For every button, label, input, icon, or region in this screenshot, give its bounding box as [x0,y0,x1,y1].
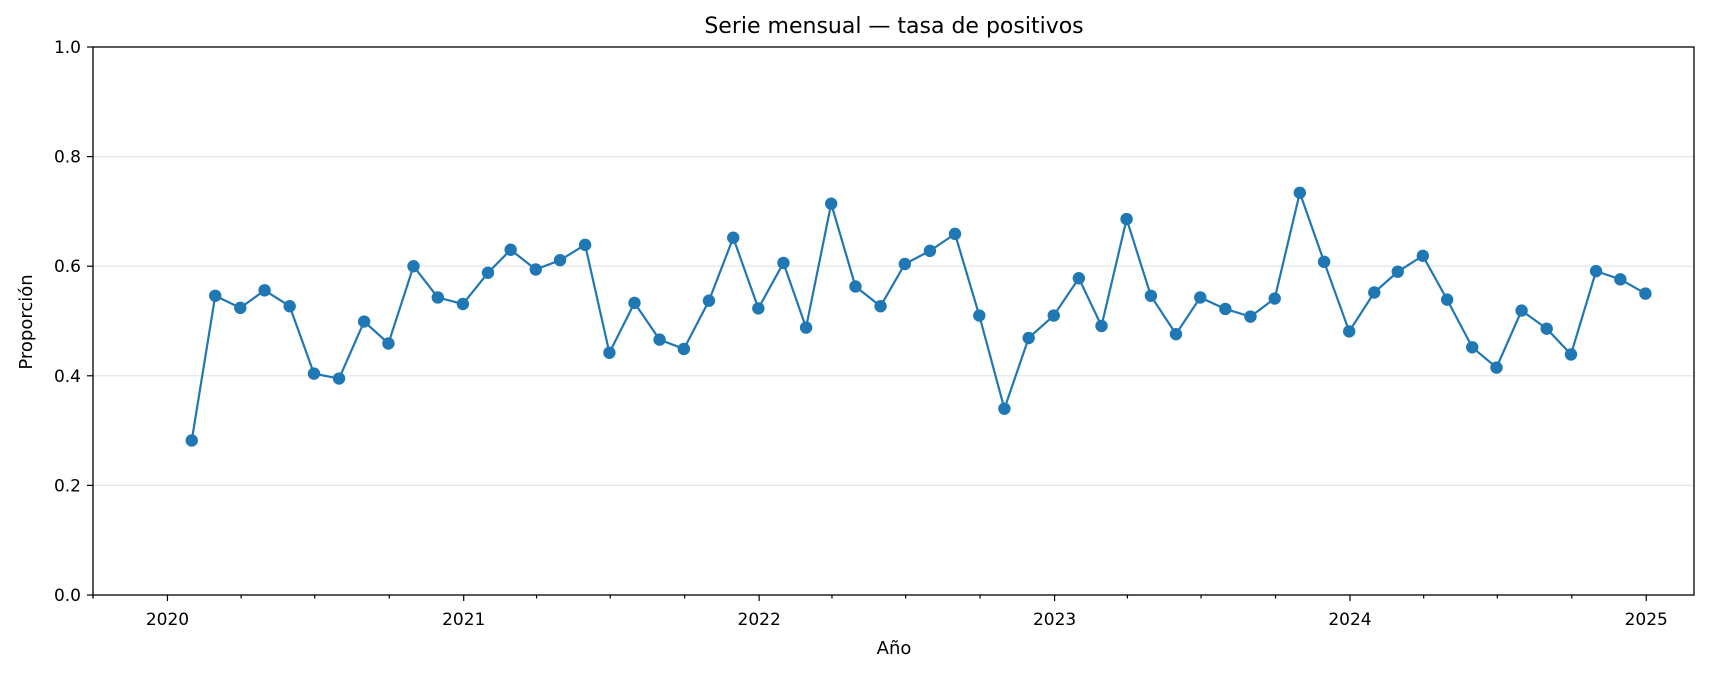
x-tick-label: 2024 [1328,610,1371,630]
data-point [973,309,986,322]
x-tick-label: 2025 [1625,610,1668,630]
data-point [1564,348,1578,361]
data-point [1047,309,1060,322]
grid-lines [93,156,1694,486]
data-point [481,266,495,279]
data-point [603,346,616,359]
y-axis-label: Proporción [16,274,37,369]
data-point [382,337,395,350]
data-point [1368,286,1381,299]
data-point [1120,212,1133,226]
x-axis: 2020 2021 2022 2023 2024 2025 [146,595,1668,630]
y-tick-label: 0.6 [54,257,81,277]
data-point [1391,265,1404,278]
data-point [824,197,838,210]
data-point [1614,273,1627,286]
data-point [307,367,321,380]
data-point [504,243,517,256]
data-point [849,280,862,293]
data-point [1540,322,1553,335]
x-tick-label: 2022 [738,610,781,630]
y-tick-label: 1.0 [54,38,81,58]
plot-frame [92,46,1695,596]
data-point [258,284,271,297]
chart-title: Serie mensual — tasa de positivos [704,14,1083,39]
data-point [553,253,567,267]
data-point [923,244,937,258]
data-point [799,321,813,334]
data-point [998,402,1011,415]
y-tick-label: 0.2 [54,476,81,496]
data-point [898,257,912,271]
data-point [578,238,592,252]
x-tick-label: 2023 [1033,610,1076,630]
data-point [1022,331,1035,345]
x-tick-label: 2021 [442,610,485,630]
x-tick-label: 2020 [146,610,189,630]
data-point [628,296,641,310]
data-point [1072,272,1086,285]
data-point [1144,289,1158,302]
data-point [431,291,445,304]
data-point [727,231,740,244]
data-point [1440,293,1454,306]
data-point [874,300,887,313]
data-point [456,297,470,311]
series [185,186,1652,447]
data-point [1268,292,1281,305]
data-point [1095,319,1108,333]
data-point [1219,302,1232,316]
data-point [1342,325,1356,338]
y-tick-label: 0.0 [54,586,81,606]
data-point [1490,361,1503,374]
data-point [209,289,222,302]
data-point [234,301,247,315]
data-point [677,342,691,356]
data-point [752,302,765,315]
data-point [1515,304,1528,317]
data-point [948,227,962,241]
data-point [283,300,296,313]
data-point [185,434,198,447]
y-axis: 0.0 0.2 0.4 0.6 0.8 1.0 [54,38,93,606]
data-point [332,372,346,385]
data-point [1244,310,1257,323]
data-point [702,294,716,307]
data-point [407,260,420,273]
data-point [1194,291,1207,304]
data-point [1169,327,1183,341]
data-point [653,333,666,346]
data-point [1466,341,1479,354]
data-point [1416,249,1430,262]
data-point [357,315,371,328]
series-line [190,191,1646,441]
data-point [529,263,542,276]
data-point [1589,264,1603,278]
data-point [1317,255,1331,269]
data-point [777,256,790,270]
x-axis-label: Año [877,638,912,659]
data-point [1293,186,1307,199]
data-point [1639,287,1652,300]
y-tick-label: 0.4 [54,367,81,387]
y-tick-label: 0.8 [54,148,81,168]
